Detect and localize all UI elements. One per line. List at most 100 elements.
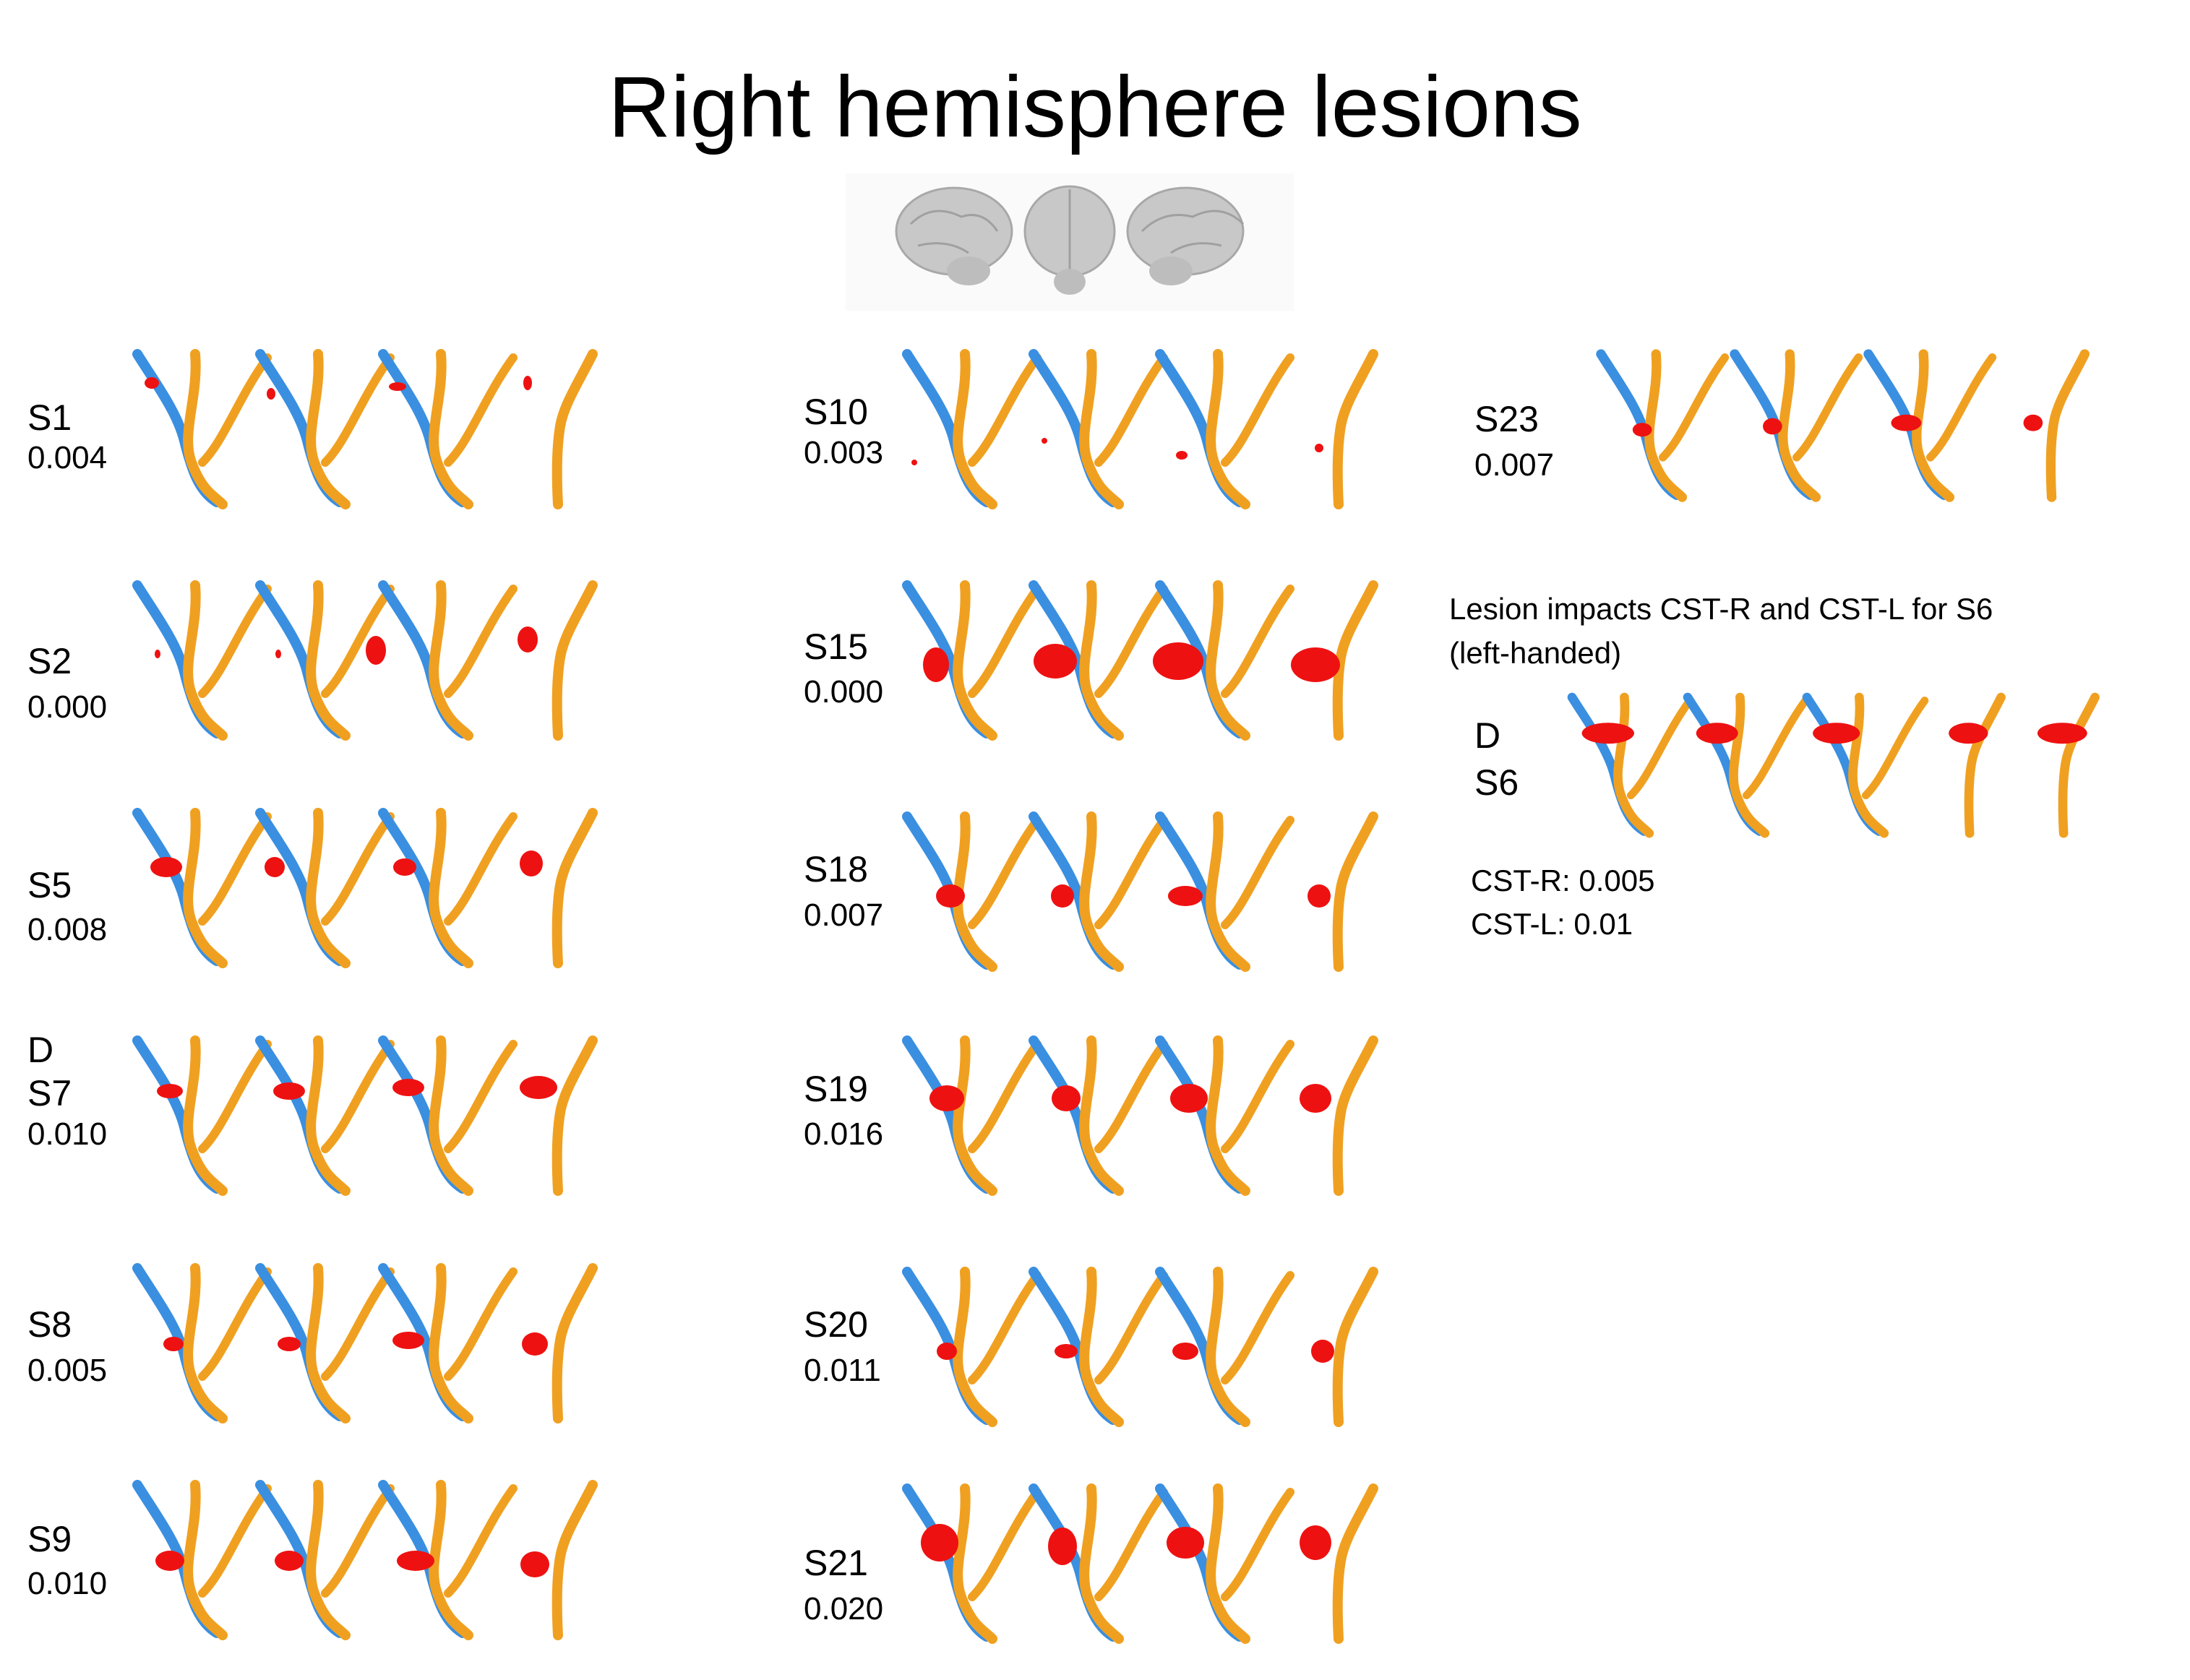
- tract-orange: [1206, 1483, 1250, 1644]
- subject-label: S21: [804, 1543, 868, 1583]
- tract-orange-branch: [1792, 353, 1863, 462]
- tract-orange: [953, 580, 997, 741]
- lesion-blob: [1170, 1084, 1208, 1113]
- tract-orange: [953, 1267, 997, 1427]
- lesion-blob: [1153, 642, 1203, 680]
- tract-orange-branch: [1094, 1271, 1168, 1384]
- brain-views: [846, 173, 1294, 311]
- figure-title: Right hemisphere lesions: [608, 59, 1582, 155]
- lesion-blob: [392, 1332, 424, 1349]
- tract-orange-branch: [968, 585, 1042, 698]
- lesion-blob: [265, 857, 285, 877]
- s6-note-line1: Lesion impacts CST-R and CST-L for S6: [1449, 592, 1993, 626]
- lesion-blob: [1300, 1084, 1331, 1113]
- tract-orange: [429, 580, 473, 741]
- tract-orange: [1079, 1483, 1124, 1644]
- lesion-blob: [1055, 1344, 1078, 1358]
- tract-orange: [1206, 349, 1250, 509]
- subject-value: 0.007: [1474, 447, 1555, 483]
- tract-orange-branch: [444, 585, 518, 698]
- tract-orange-branch: [321, 1484, 395, 1598]
- tract-orange: [183, 1480, 228, 1640]
- tract-orange: [1848, 692, 1889, 838]
- tract-orange-single: [2045, 349, 2090, 502]
- tract-orange: [306, 1480, 351, 1640]
- lesion-blob: [1051, 884, 1074, 908]
- tract-orange-branch: [1221, 1271, 1294, 1384]
- tract-orange-branch: [321, 585, 395, 698]
- tract-orange-branch: [444, 353, 518, 467]
- lesion-blob: [929, 1085, 964, 1111]
- brain-lateral-right-icon: [1126, 186, 1245, 285]
- lesion-blob: [911, 460, 917, 465]
- tract-orange: [306, 580, 351, 741]
- tract-orange-single: [551, 349, 598, 509]
- lesion-blob: [1172, 1343, 1198, 1360]
- lesion-blob: [155, 1551, 184, 1571]
- lesion-blob: [1052, 1085, 1081, 1111]
- tract-orange-single: [1332, 811, 1378, 972]
- tract-orange-branch: [1094, 816, 1168, 929]
- lesion-blob: [936, 884, 965, 908]
- tract-orange: [1206, 811, 1250, 972]
- subject-label: S20: [804, 1304, 868, 1345]
- tract-orange-branch: [198, 1267, 272, 1381]
- lesion-blob: [1632, 423, 1652, 437]
- s6-cst-l: CST-L: 0.01: [1471, 907, 1633, 941]
- tract-orange-branch: [1221, 585, 1294, 698]
- tract-orange-branch: [198, 1484, 272, 1598]
- s6-label: S6: [1474, 762, 1519, 803]
- tract-orange-branch: [1094, 1040, 1168, 1153]
- lesion-blob: [937, 1343, 957, 1360]
- tract-orange: [183, 580, 228, 741]
- subject-value: 0.010: [27, 1566, 108, 1601]
- lesion-blob: [522, 1332, 548, 1356]
- tract-orange-branch: [1221, 1040, 1294, 1153]
- tract-orange-single: [2058, 692, 2100, 838]
- tract-orange-branch: [968, 1271, 1042, 1384]
- tract-orange: [953, 811, 997, 972]
- lesion-blob: [1307, 884, 1331, 908]
- tract-orange-branch: [1094, 1488, 1168, 1601]
- tract-orange-branch: [198, 353, 272, 467]
- tract-orange-branch: [321, 1040, 395, 1153]
- lesion-blob: [1949, 723, 1988, 744]
- subject-label: S7: [27, 1073, 72, 1113]
- tract-orange-single: [1332, 580, 1378, 741]
- lesion-blob: [520, 1076, 557, 1099]
- tract-orange-branch: [321, 353, 395, 467]
- s6-note-line2: (left-handed): [1449, 636, 1622, 670]
- tract-orange-branch: [1221, 353, 1294, 467]
- lesion-blob: [520, 850, 543, 876]
- subject-label: S18: [804, 849, 868, 889]
- tract-orange: [1079, 580, 1124, 741]
- tract-orange: [1729, 692, 1770, 838]
- subject-value: 0.011: [804, 1353, 881, 1388]
- brain-front-icon: [1023, 185, 1116, 295]
- s6-cst-r: CST-R: 0.005: [1471, 863, 1655, 897]
- lesion-blob: [275, 1551, 304, 1571]
- subject-value: 0.007: [804, 897, 884, 933]
- tract-orange-single: [551, 580, 598, 741]
- s6-flag: D: [1474, 715, 1501, 756]
- lesion-blob: [1813, 723, 1860, 744]
- lesion-blob: [1291, 647, 1340, 682]
- tract-orange-single: [1332, 349, 1378, 509]
- subject-value: 0.003: [804, 435, 884, 470]
- tract-orange-branch: [1627, 697, 1694, 800]
- tract-orange: [306, 808, 351, 968]
- lesion-blob: [1581, 723, 1634, 744]
- tract-orange-branch: [1925, 353, 1997, 462]
- tract-orange-branch: [444, 1267, 518, 1381]
- tract-orange-branch: [198, 812, 272, 926]
- tract-orange: [429, 1263, 473, 1423]
- tract-orange-branch: [1743, 697, 1810, 800]
- subject-label: S2: [27, 641, 72, 681]
- lesion-blob: [1696, 723, 1738, 744]
- tract-orange: [306, 1035, 351, 1196]
- tract-orange-single: [1964, 692, 2006, 838]
- subject-label: S9: [27, 1519, 72, 1559]
- lesion-blob: [397, 1551, 434, 1571]
- tract-orange-single: [551, 1035, 598, 1196]
